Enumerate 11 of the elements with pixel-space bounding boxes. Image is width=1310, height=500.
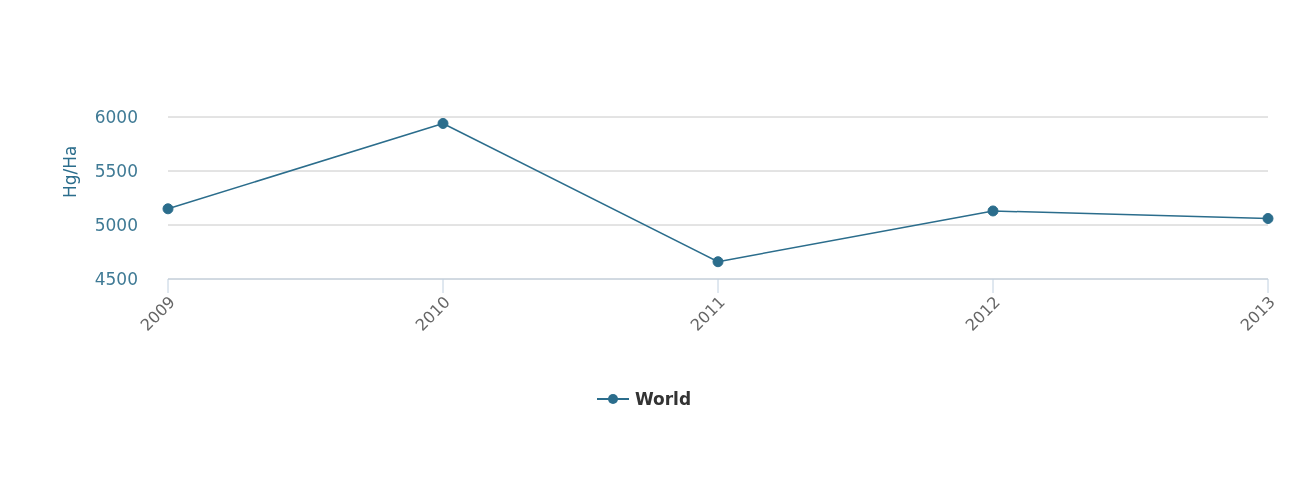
point [162, 203, 174, 215]
point [1262, 213, 1274, 225]
y-tick-label: 4500 [94, 269, 138, 290]
point [712, 256, 724, 268]
y-axis-title: Hg/Ha [60, 145, 81, 198]
y-tick-label: 6000 [94, 107, 138, 128]
y-tick-label: 5000 [94, 215, 138, 236]
legend-label: World [633, 389, 692, 409]
y-tick-label: 5500 [94, 161, 138, 182]
point [437, 117, 449, 129]
point [987, 205, 999, 217]
